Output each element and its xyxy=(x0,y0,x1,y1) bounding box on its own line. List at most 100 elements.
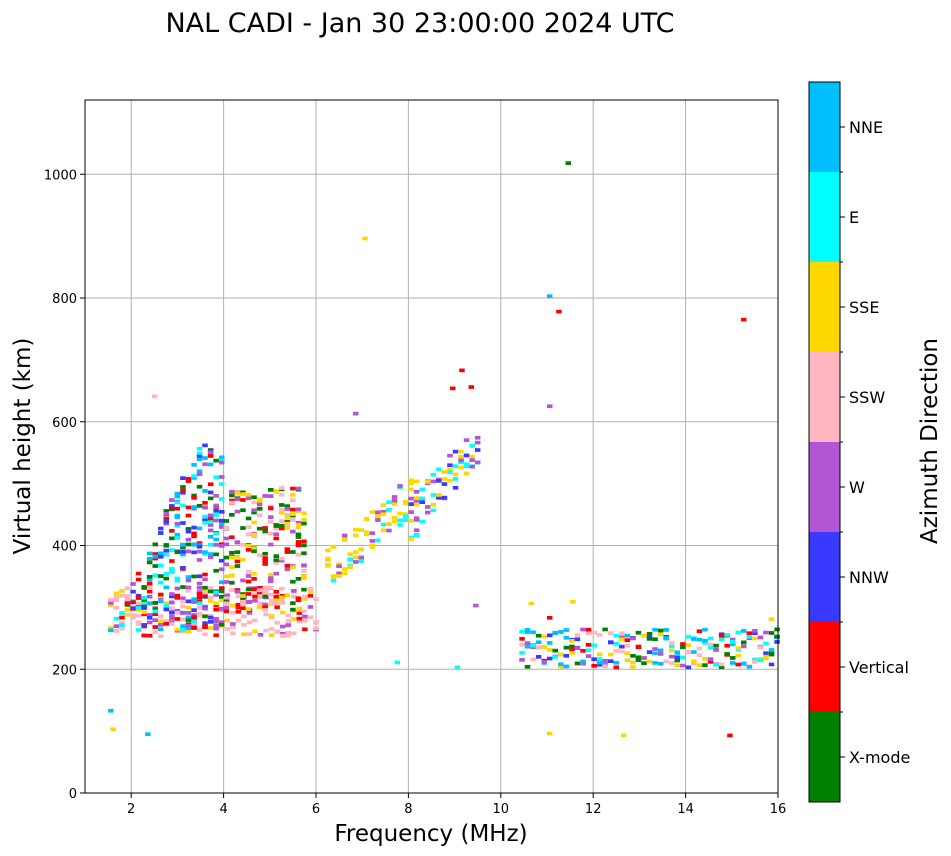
ionogram-point xyxy=(296,611,303,615)
ionogram-point xyxy=(146,620,153,625)
ionogram-point xyxy=(163,520,169,524)
ionogram-point xyxy=(135,613,142,618)
ionogram-point xyxy=(213,590,219,595)
ionogram-point xyxy=(547,641,553,645)
ionogram-point xyxy=(163,607,169,612)
ionogram-point xyxy=(535,640,542,645)
ionogram-point xyxy=(735,653,741,658)
ionogram-point xyxy=(119,613,125,618)
x-tick-label: 16 xyxy=(770,802,787,817)
x-tick-label: 14 xyxy=(677,802,694,817)
ionogram-point xyxy=(707,642,714,647)
ionogram-point xyxy=(585,643,592,647)
ionogram-point xyxy=(146,613,153,617)
ionogram-point xyxy=(219,518,225,523)
ionogram-point xyxy=(419,519,425,524)
ionogram-point xyxy=(273,589,279,594)
ionogram-point xyxy=(152,625,158,629)
ionogram-point xyxy=(290,486,296,491)
ionogram-point xyxy=(463,438,470,442)
ionogram-point xyxy=(230,610,236,615)
ionogram-point xyxy=(108,626,114,630)
ionogram-point xyxy=(158,551,164,556)
ionogram-point xyxy=(256,507,263,511)
ionogram-point xyxy=(552,655,558,659)
ionogram-point xyxy=(279,507,285,512)
ionogram-point xyxy=(574,646,581,650)
ionogram-point xyxy=(152,554,158,559)
ionogram-point xyxy=(207,454,214,458)
ionogram-point xyxy=(163,509,169,513)
ionogram-point xyxy=(295,535,302,539)
ionogram-point xyxy=(680,663,686,668)
ionogram-point xyxy=(141,606,147,610)
ionogram-point xyxy=(641,656,647,660)
ionogram-point xyxy=(569,651,575,655)
ionogram-point xyxy=(268,598,275,603)
ionogram-point xyxy=(235,609,242,614)
ionogram-point xyxy=(113,591,120,596)
ionogram-point xyxy=(245,600,252,604)
ionogram-point xyxy=(463,453,470,458)
ionogram-point xyxy=(180,485,186,489)
ionogram-point xyxy=(152,542,158,547)
ionogram-point xyxy=(191,463,197,467)
ionogram-point xyxy=(207,586,214,590)
ionogram-point xyxy=(430,508,437,513)
ionogram-point xyxy=(268,627,275,631)
ionogram-point xyxy=(174,494,181,499)
ionogram-point xyxy=(163,512,169,516)
ionogram-point xyxy=(735,630,741,635)
ionogram-point xyxy=(290,601,296,605)
ionogram-point xyxy=(547,648,553,652)
ionogram-point xyxy=(450,386,456,391)
ionogram-point xyxy=(284,507,291,511)
ionogram-point xyxy=(547,404,553,409)
ionogram-point xyxy=(596,633,603,637)
ionogram-point xyxy=(135,628,142,632)
ionogram-point xyxy=(353,555,359,560)
ionogram-point xyxy=(141,610,147,615)
ionogram-point xyxy=(241,614,247,619)
ionogram-point xyxy=(468,385,474,389)
y-tick-label: 600 xyxy=(52,416,77,431)
ionogram-point xyxy=(674,663,680,668)
ionogram-point xyxy=(563,654,570,658)
ionogram-point xyxy=(763,654,769,659)
ionogram-point xyxy=(301,521,307,526)
ionogram-point xyxy=(185,615,192,620)
y-tick-label: 400 xyxy=(52,540,77,555)
ionogram-point xyxy=(251,520,257,525)
ionogram-point xyxy=(263,588,269,593)
ionogram-point xyxy=(141,612,147,617)
ionogram-point xyxy=(224,627,230,631)
colorbar: X-mode Vertical NNW W SSW SSE E NNE xyxy=(808,81,910,803)
ionogram-point xyxy=(207,542,214,547)
ionogram-point xyxy=(519,642,525,647)
ionogram-point xyxy=(380,510,387,514)
ionogram-point xyxy=(240,599,246,604)
ionogram-point xyxy=(174,536,181,540)
ionogram-point xyxy=(130,589,136,594)
plot-frame xyxy=(84,99,779,794)
ionogram-point xyxy=(454,665,461,670)
ionogram-point xyxy=(196,504,203,508)
ionogram-point xyxy=(284,513,291,517)
ionogram-point xyxy=(285,613,291,618)
ionogram-point xyxy=(279,486,285,490)
ionogram-point xyxy=(669,648,675,653)
ionogram-point xyxy=(284,515,291,520)
ionogram-point xyxy=(169,592,175,596)
ionogram-point xyxy=(284,593,291,598)
ionogram-point xyxy=(141,602,147,607)
ionogram-point xyxy=(202,577,208,582)
ionogram-point xyxy=(641,633,647,638)
ionogram-point xyxy=(608,631,614,635)
ionogram-point xyxy=(680,642,686,646)
ionogram-point xyxy=(474,440,481,445)
ionogram-point xyxy=(768,650,775,655)
ionogram-point xyxy=(768,648,775,652)
ionogram-point xyxy=(169,498,175,502)
ionogram-point xyxy=(180,611,186,615)
